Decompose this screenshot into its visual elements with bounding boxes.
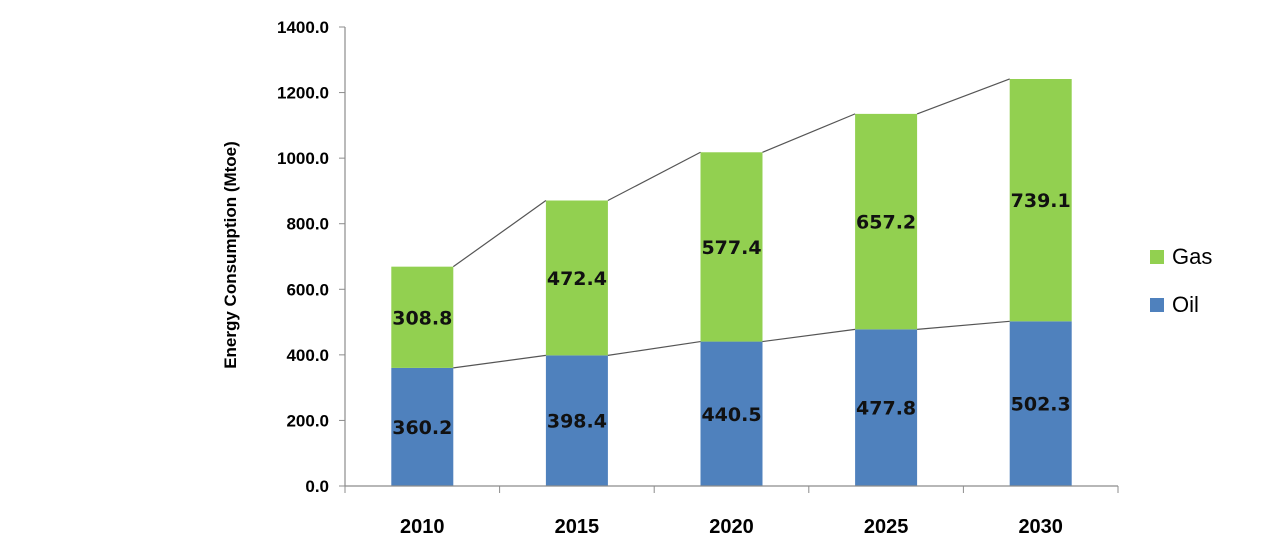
bar-oil-2015 <box>545 355 608 486</box>
y-tick-label: 400.0 <box>286 346 329 365</box>
y-axis-title: Energy Consumption (Mtoe) <box>221 141 240 369</box>
series-line-gas <box>762 113 856 153</box>
legend-label-gas: Gas <box>1172 244 1212 269</box>
bar-oil-2030 <box>1009 321 1072 486</box>
data-label-gas: 739.1 <box>1011 190 1071 212</box>
data-label-oil: 360.2 <box>392 417 452 439</box>
y-tick-label: 0.0 <box>305 477 329 496</box>
data-label-gas: 657.2 <box>856 212 916 234</box>
series-line-gas <box>916 78 1010 115</box>
axes-group <box>344 27 1118 487</box>
series-lines-group <box>452 78 1010 369</box>
x-tick-label: 2010 <box>400 516 445 538</box>
data-label-gas: 472.4 <box>547 268 607 290</box>
data-labels-group: 360.2 398.4 440.5 477.8 502.3 308.8 472.4 577.4… <box>392 190 1071 439</box>
y-axis-ticks: 0.0 200.0 400.0 600.0 800.0 1000.0 1200.0 1400.… <box>277 18 345 496</box>
y-tick-label: 1000.0 <box>277 149 329 168</box>
bar-gas-2010 <box>391 266 454 368</box>
legend-swatch-oil <box>1150 298 1164 312</box>
bar-oil-2010 <box>391 367 454 486</box>
x-tick-label: 2025 <box>864 516 909 538</box>
y-tick-label: 600.0 <box>286 280 329 299</box>
data-label-gas: 577.4 <box>701 237 761 259</box>
y-tick-label: 1200.0 <box>277 84 329 103</box>
series-line-oil <box>453 354 546 369</box>
bar-gas-2015 <box>545 200 608 356</box>
x-axis-ticks: 2010 2015 2020 2025 2030 <box>344 486 1119 538</box>
series-line-oil <box>762 328 856 343</box>
bar-oil-2020 <box>700 341 763 486</box>
y-tick-label: 800.0 <box>286 215 329 234</box>
series-line-oil <box>917 320 1010 330</box>
data-label-oil: 440.5 <box>701 404 761 426</box>
x-tick-label: 2020 <box>709 516 754 538</box>
bar-gas-2025 <box>855 113 918 330</box>
data-label-oil: 477.8 <box>856 398 916 420</box>
series-line-gas <box>607 151 701 202</box>
data-label-oil: 502.3 <box>1011 394 1071 416</box>
legend: Gas Oil <box>1150 244 1212 317</box>
bar-oil-2025 <box>855 329 918 486</box>
y-tick-label: 1400.0 <box>277 18 329 37</box>
data-label-gas: 308.8 <box>392 307 452 329</box>
series-line-oil <box>607 340 701 356</box>
bars-group <box>391 78 1072 486</box>
bar-gas-2030 <box>1009 78 1072 322</box>
legend-swatch-gas <box>1150 250 1164 264</box>
legend-label-oil: Oil <box>1172 292 1199 317</box>
bar-gas-2020 <box>700 152 763 342</box>
y-axis-title-group: Energy Consumption (Mtoe) <box>221 141 240 369</box>
x-tick-label: 2030 <box>1018 516 1063 538</box>
series-line-gas <box>452 200 547 268</box>
data-label-oil: 398.4 <box>547 411 607 433</box>
x-tick-label: 2015 <box>555 516 600 538</box>
y-tick-label: 200.0 <box>286 411 329 430</box>
